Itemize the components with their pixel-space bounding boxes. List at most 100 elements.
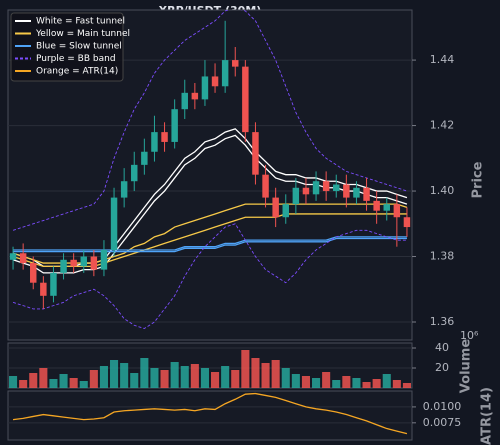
volume-bar (332, 380, 341, 388)
indicator-line (13, 236, 407, 251)
indicator-line (13, 237, 407, 253)
candle-body (171, 109, 178, 142)
candle-body (312, 181, 320, 195)
volume-bar (110, 360, 119, 388)
y-tick-label: 0.0075 (423, 416, 462, 429)
candle-body (403, 217, 411, 228)
volume-bar (281, 368, 290, 388)
volume-bar (19, 380, 28, 388)
volume-bar (9, 376, 18, 388)
candle-body (191, 92, 199, 100)
candle-body (302, 187, 310, 195)
candle-body (70, 259, 77, 267)
y-tick-label: 1.42 (430, 119, 455, 132)
candle-body (242, 66, 249, 133)
legend-label: Yellow = Main tunnel (35, 29, 130, 39)
volume-bar (271, 360, 280, 388)
volume-bar (59, 374, 68, 388)
volume-bar (352, 378, 361, 388)
volume-bar (372, 379, 381, 388)
plot-area (9, 350, 411, 388)
volume-bar (140, 358, 149, 388)
volume-bar (89, 370, 98, 388)
volume-bar (261, 363, 270, 388)
candle-body (373, 200, 380, 211)
volume-bar (231, 370, 240, 388)
candle-body (151, 132, 158, 152)
y-tick-label: 40 (435, 341, 449, 354)
plot-area (9, 10, 411, 330)
candle-body (100, 249, 108, 270)
volume-bar (160, 370, 169, 388)
y-axis-label: Price (471, 161, 486, 198)
atr-line (12, 392, 408, 435)
volume-bar (200, 368, 209, 388)
volume-bar (211, 372, 220, 388)
candle-body (322, 181, 330, 192)
candle-body (90, 256, 98, 270)
legend-label: Orange = ATR(14) (36, 67, 118, 77)
candle-body (50, 272, 57, 296)
volume-bar (322, 372, 331, 388)
candle-body (262, 174, 269, 198)
y-tick-label: 20 (435, 361, 449, 374)
y-axis-label: ATR(14) (480, 387, 495, 445)
y-tick-label: 1.44 (430, 53, 455, 66)
indicator-line (12, 223, 407, 330)
legend-label: Purple = BB band (36, 54, 116, 64)
volume-bar (170, 362, 179, 388)
indicator-line (12, 203, 408, 264)
volume-bar (99, 366, 108, 388)
volume-bar (312, 378, 321, 388)
volume-bar (130, 373, 139, 388)
candle-body (120, 181, 128, 198)
candle-body (272, 197, 279, 218)
volume-bar (301, 376, 310, 388)
candle-body (181, 92, 188, 110)
legend-label: White = Fast tunnel (36, 17, 125, 27)
volume-bar (251, 358, 260, 388)
candle-body (9, 253, 17, 260)
volume-bar (190, 364, 199, 388)
candle-body (393, 204, 401, 218)
panel-frame (7, 342, 413, 389)
offset-text: 10⁶ (460, 329, 479, 342)
volume-bar (180, 366, 189, 388)
y-tick-label: 1.40 (430, 184, 455, 197)
legend-label: Blue = Slow tunnel (36, 42, 122, 52)
candle-body (161, 132, 168, 142)
candle-body (383, 204, 390, 211)
indicator-line (12, 134, 408, 274)
volume-bar (382, 374, 391, 388)
candle-body (282, 204, 289, 218)
candle-body (19, 253, 27, 264)
panel-frame (7, 390, 413, 441)
y-tick-label: 1.36 (430, 315, 455, 328)
candle-body (232, 60, 239, 67)
indicator-line (12, 213, 407, 267)
indicator-line (12, 128, 408, 267)
volume-bar (402, 383, 411, 388)
y-axis-label: Volume (459, 339, 474, 394)
volume-bar (49, 379, 58, 388)
volume-bar (362, 382, 371, 388)
volume-bar (79, 381, 88, 388)
candle-body (80, 256, 87, 267)
volume-bar (39, 368, 48, 388)
candle-body (353, 187, 360, 198)
y-tick-label: 1.38 (430, 250, 455, 263)
candle-body (292, 187, 300, 205)
candle-body (363, 187, 370, 201)
legend: White = Fast tunnel Yellow = Main tunnel B… (10, 12, 130, 82)
candle-body (60, 259, 67, 273)
candle-body (201, 76, 209, 100)
candle-body (141, 151, 148, 165)
candle-body (131, 164, 138, 182)
volume-bar (69, 378, 78, 388)
candle-body (343, 184, 350, 198)
candle-body (333, 184, 340, 192)
volume-bar (392, 380, 401, 388)
volume-bar (342, 376, 351, 388)
volume-bar (150, 368, 159, 388)
